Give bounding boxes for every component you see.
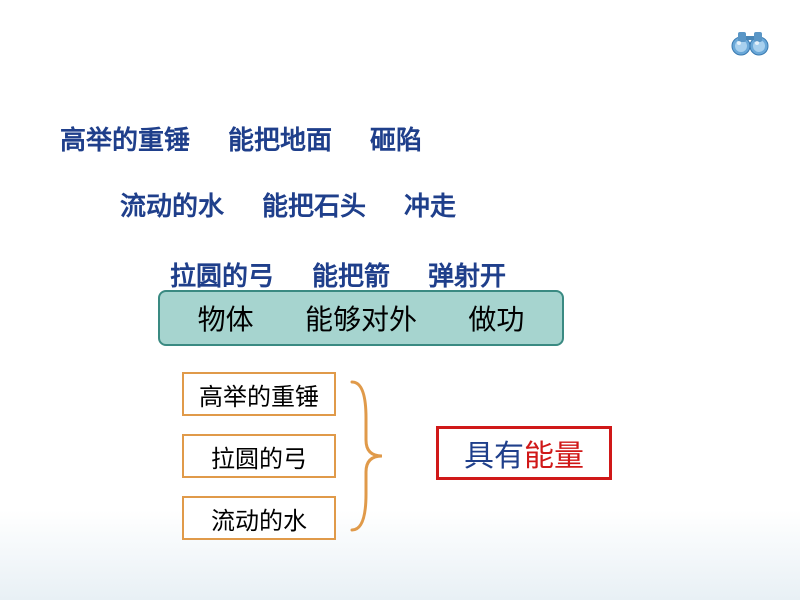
conclusion-box: 具有能量 <box>436 426 612 480</box>
example-result: 弹射开 <box>428 256 506 293</box>
conclusion-text-1: 具有 <box>464 431 524 475</box>
summary-box: 物体 能够对外 做功 <box>158 290 564 346</box>
example-subject: 拉圆的弓 <box>170 256 274 293</box>
summary-part: 能够对外 <box>305 298 417 338</box>
brace-icon <box>346 378 388 539</box>
example-verb: 能把地面 <box>228 120 332 157</box>
item-text: 高举的重锤 <box>199 377 319 412</box>
item-text: 流动的水 <box>211 501 307 536</box>
slide: 高举的重锤 能把地面 砸陷 流动的水 能把石头 冲走 拉圆的弓 能把箭 弹射开 … <box>0 0 800 600</box>
example-row-3: 拉圆的弓 能把箭 弹射开 <box>170 256 506 293</box>
item-text: 拉圆的弓 <box>211 439 307 474</box>
binoculars-icon <box>730 28 770 63</box>
item-box-2: 拉圆的弓 <box>182 434 336 478</box>
example-result: 冲走 <box>404 186 456 223</box>
example-row-1: 高举的重锤 能把地面 砸陷 <box>60 120 422 157</box>
example-verb: 能把石头 <box>262 186 366 223</box>
example-result: 砸陷 <box>370 120 422 157</box>
conclusion-text-2: 能量 <box>524 431 584 475</box>
item-box-3: 流动的水 <box>182 496 336 540</box>
example-subject: 高举的重锤 <box>60 120 190 157</box>
example-row-2: 流动的水 能把石头 冲走 <box>120 186 456 223</box>
example-verb: 能把箭 <box>312 256 390 293</box>
example-subject: 流动的水 <box>120 186 224 223</box>
item-box-1: 高举的重锤 <box>182 372 336 416</box>
summary-part: 做功 <box>468 298 524 338</box>
summary-part: 物体 <box>198 298 254 338</box>
